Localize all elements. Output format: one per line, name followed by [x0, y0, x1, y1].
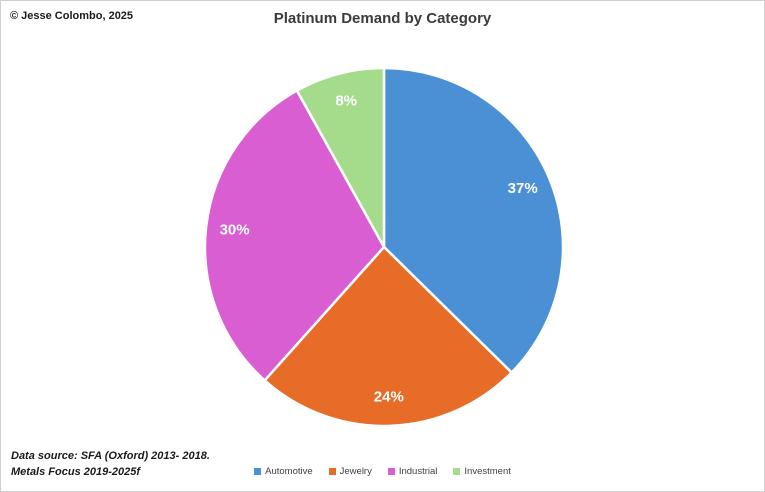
legend-item-industrial[interactable]: Industrial [387, 466, 438, 477]
legend-marker-investment-icon [453, 468, 461, 475]
legend-label-industrial: Industrial [398, 466, 438, 477]
legend-marker-industrial-icon [387, 468, 395, 475]
pie-slice-investment[interactable] [295, 66, 386, 249]
legend-item-automotive[interactable]: Automotive [254, 466, 313, 477]
chart-title: Platinum Demand by Category [273, 10, 492, 27]
data-source-note: Data source: SFA (Oxford) 2013- 2018. Me… [11, 449, 210, 481]
slice-label-industrial: 30% [220, 221, 250, 238]
pie-slice-jewelry[interactable] [263, 245, 513, 428]
slice-label-automotive: 37% [508, 180, 538, 197]
legend-item-investment[interactable]: Investment [453, 466, 511, 477]
pie-slice-industrial[interactable] [203, 89, 386, 382]
data-source-line-2: Metals Focus 2019-2025f [11, 466, 141, 479]
legend-label-jewelry: Jewelry [339, 466, 372, 477]
legend-item-jewelry[interactable]: Jewelry [328, 466, 372, 477]
slice-label-investment: 8% [335, 92, 357, 109]
slice-label-jewelry: 24% [374, 388, 404, 405]
data-source-line-1: Data source: SFA (Oxford) 2013- 2018. [11, 450, 210, 463]
copyright-text: © Jesse Colombo, 2025 [10, 10, 134, 22]
pie-slice-automotive[interactable] [382, 66, 565, 374]
chart-legend: Automotive Jewelry Industrial Investment [1, 466, 764, 477]
legend-label-automotive: Automotive [265, 466, 313, 477]
legend-marker-automotive-icon [254, 468, 262, 475]
legend-marker-jewelry-icon [328, 468, 336, 475]
legend-label-investment: Investment [464, 466, 511, 477]
